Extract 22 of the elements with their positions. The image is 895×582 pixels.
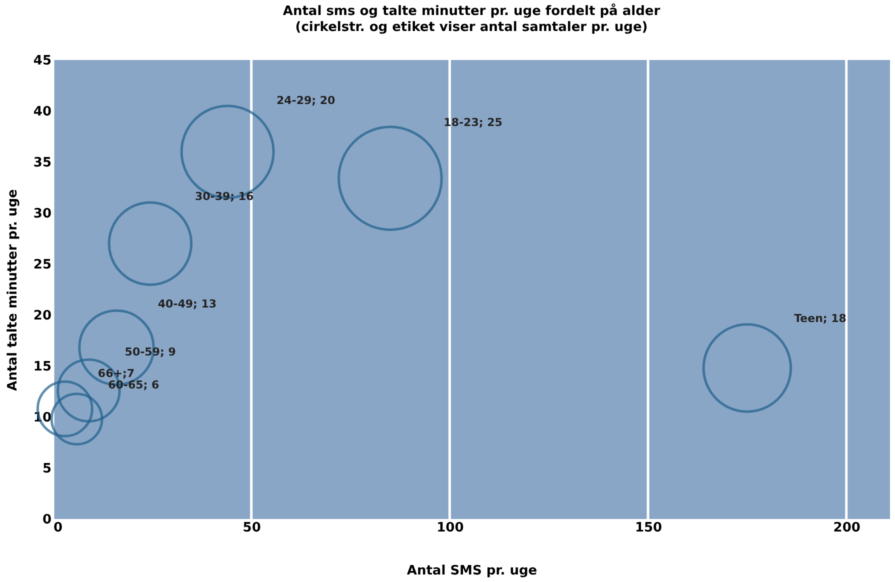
- y-tick-label: 15: [33, 360, 52, 374]
- y-tick-label: 30: [33, 206, 52, 222]
- y-tick-label: 5: [42, 462, 52, 476]
- y-tick-label: 25: [33, 258, 52, 272]
- x-tick-label: 100: [436, 520, 464, 536]
- annotation: 24-29; 20: [276, 94, 336, 107]
- y-tick-label: 40: [33, 104, 52, 120]
- x-tick-label: 200: [833, 520, 860, 536]
- x-tick-label: 0: [54, 520, 63, 536]
- y-tick-label: 45: [33, 54, 52, 68]
- x-tick-label: 150: [634, 520, 662, 536]
- y-tick-label: 35: [33, 156, 52, 170]
- chart-title: Antal sms og talte minutter pr. uge fordelt på alder: [282, 3, 661, 19]
- annotation: 60-65; 6: [108, 378, 160, 392]
- y-axis-title: Antal talte minutter pr. uge: [5, 188, 20, 391]
- chart-subtitle: (cirkelstr. og etiket viser antal samtaler pr. uge): [295, 20, 648, 35]
- x-tick-label: 50: [242, 520, 261, 536]
- x-axis-title: Antal SMS pr. uge: [406, 564, 538, 578]
- y-tick-label: 20: [33, 308, 52, 324]
- annotation: 66+;7: [98, 366, 134, 380]
- annotation: 50-59; 9: [124, 345, 176, 358]
- annotation: 40-49; 13: [158, 297, 217, 310]
